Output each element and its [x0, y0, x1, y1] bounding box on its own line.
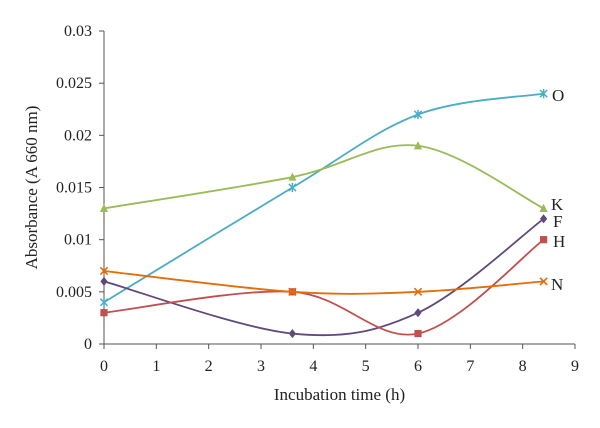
x-tick-label: 5: [362, 358, 370, 375]
x-tick-label: 3: [257, 358, 265, 375]
series-n-line: [103, 270, 544, 295]
series-o-label: O: [552, 86, 564, 105]
series-f-label: F: [553, 212, 562, 231]
y-tick-label: 0.005: [56, 284, 92, 301]
y-tick-label: 0.025: [56, 75, 92, 92]
y-tick-label: 0.01: [64, 232, 92, 249]
series-h-label: H: [553, 232, 565, 251]
y-axis-title: Absorbance (A 660 nm): [22, 106, 41, 270]
series-f-point: [540, 214, 548, 224]
x-tick-label: 4: [309, 358, 317, 375]
series-k-point: [99, 203, 109, 212]
y-tick-label: 0: [84, 336, 92, 353]
series-f-point: [414, 308, 422, 318]
series-k-point: [288, 172, 297, 181]
y-tick-label: 0.03: [64, 23, 92, 40]
series-f-point: [288, 328, 296, 339]
data-marks: [99, 89, 548, 339]
x-axis-title: Incubation time (h): [274, 385, 405, 404]
series-h-point: [414, 329, 422, 338]
y-tick-label: 0.015: [56, 180, 92, 197]
series-o-point: [539, 89, 548, 99]
text-labels: 0 0.005 0.01 0.015 0.02 0.025 0.03 0 1 2 3 4 5 6 7 8 9 In…: [22, 23, 579, 404]
x-tick-label: 1: [152, 358, 160, 375]
series-k-point: [539, 203, 548, 212]
series-n-point: [288, 287, 297, 296]
series-f-line: [103, 218, 545, 337]
series-o-line: [103, 92, 544, 304]
y-tick-label: 0.02: [64, 127, 92, 144]
series-n-point: [99, 266, 109, 276]
series-f-point: [100, 276, 108, 286]
series-k-label: K: [551, 195, 564, 214]
series-h-point: [100, 309, 108, 317]
x-tick-label: 8: [519, 358, 527, 375]
series-o-point: [99, 297, 109, 307]
x-tick-label: 2: [205, 358, 213, 375]
series-k-line: [103, 144, 545, 210]
x-tick-label: 6: [414, 358, 422, 375]
series-h-point: [540, 236, 548, 244]
x-tick-label: 0: [100, 358, 108, 375]
series-k-point: [413, 141, 423, 150]
series-o-point: [288, 182, 297, 193]
x-tick-label: 9: [571, 358, 579, 375]
axes: [99, 30, 576, 349]
series-n-label: N: [551, 275, 563, 294]
series-h-line: [103, 238, 545, 336]
series-n-point: [413, 287, 423, 296]
x-tick-label: 7: [466, 358, 474, 375]
series-n-point: [539, 277, 548, 286]
series-o-point: [413, 109, 423, 120]
